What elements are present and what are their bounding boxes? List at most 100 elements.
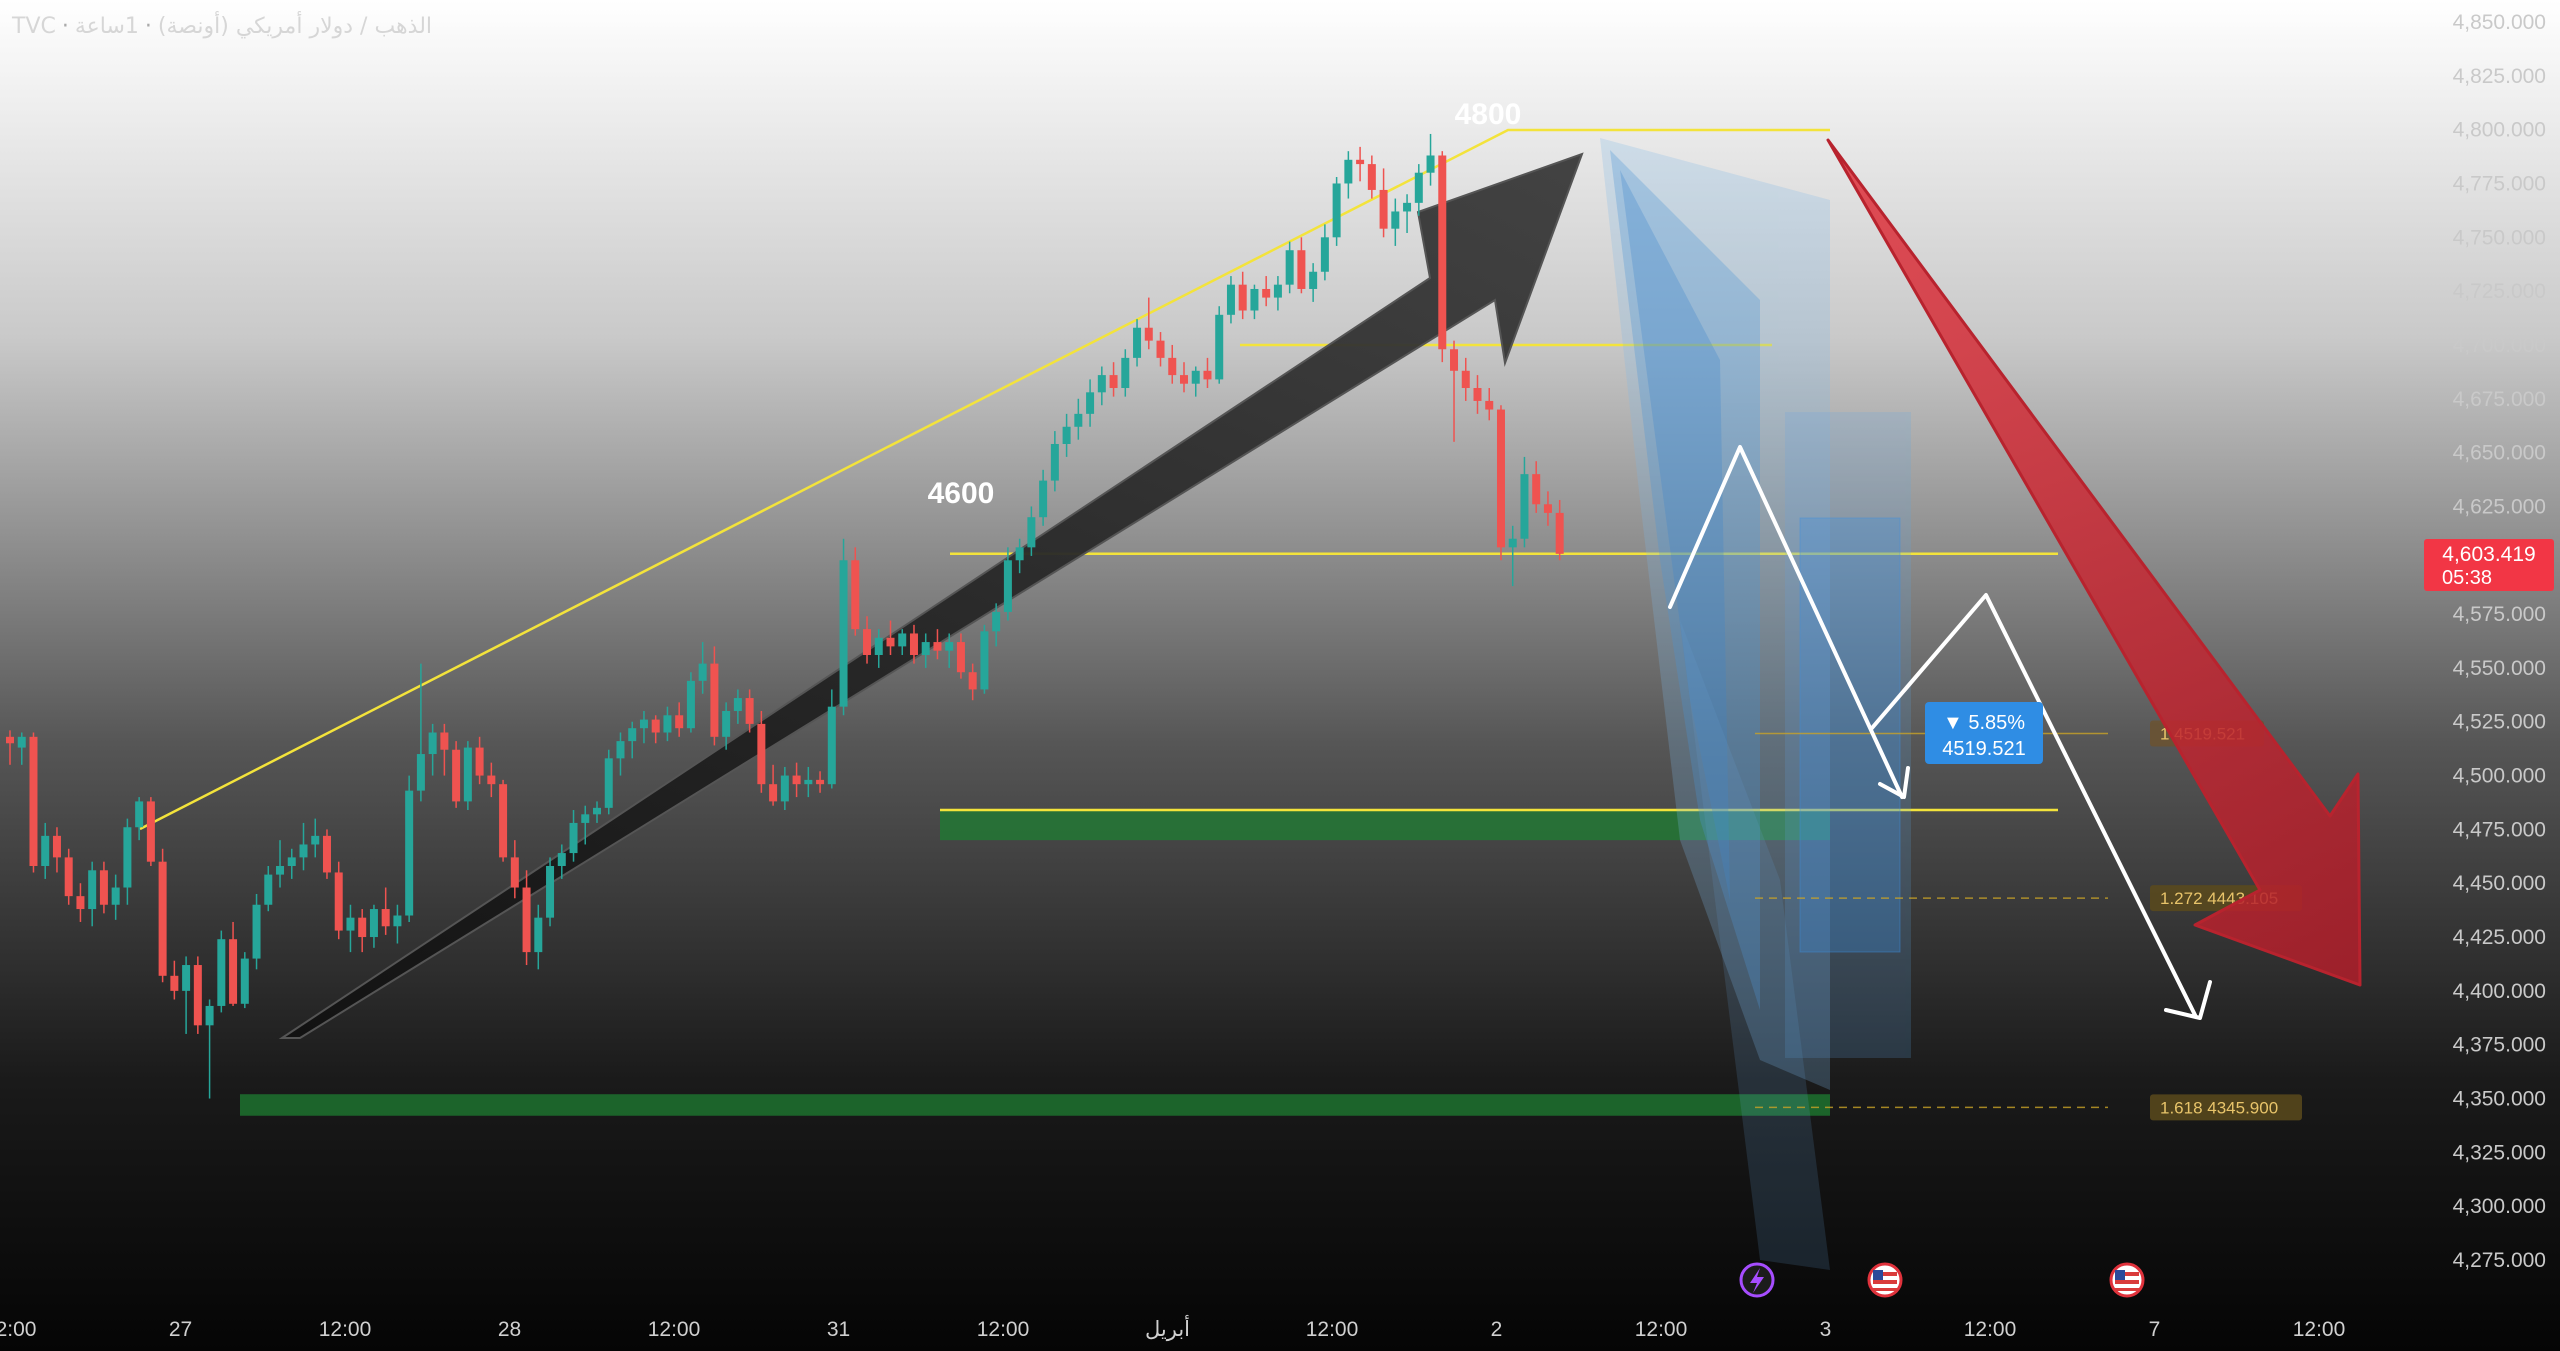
candle — [440, 723, 449, 776]
y-tick-label: 4,775.000 — [2453, 172, 2546, 195]
candle — [698, 642, 707, 694]
y-tick-label: 4,475.000 — [2453, 818, 2546, 841]
candle — [909, 624, 918, 664]
time-axis[interactable]: 2:00 27 12:00 28 12:00 31 12:00 أبريل 12:00 2 12:0… — [0, 1314, 2345, 1342]
candle — [393, 904, 402, 944]
y-tick-label: 4,275.000 — [2453, 1249, 2546, 1272]
candle — [1203, 357, 1212, 389]
candle — [1473, 375, 1482, 414]
candle — [52, 827, 61, 873]
candle — [182, 956, 191, 1034]
candle — [1332, 177, 1341, 246]
candle — [240, 952, 249, 1009]
candle — [1156, 332, 1165, 367]
candle — [1109, 362, 1118, 397]
candle — [804, 766, 813, 798]
candle — [1414, 164, 1423, 216]
candle — [780, 766, 789, 811]
candle — [898, 629, 907, 655]
candle — [992, 603, 1001, 647]
y-tick-label: 4,650.000 — [2453, 442, 2546, 465]
measure-tooltip[interactable]: ▼ 5.85% 4519.521 — [1925, 702, 2043, 764]
us-flag-icon[interactable] — [2109, 1262, 2145, 1298]
candle — [816, 771, 825, 793]
y-tick-label: 4,750.000 — [2453, 226, 2546, 249]
candle — [311, 818, 320, 858]
us-flag-icon[interactable] — [1867, 1262, 1903, 1298]
candle — [769, 764, 778, 806]
candle — [1285, 241, 1294, 294]
candle — [593, 801, 601, 823]
candle — [1391, 198, 1400, 246]
candle — [628, 721, 637, 759]
candles — [6, 133, 1564, 1099]
candle — [522, 870, 531, 966]
candle — [1532, 461, 1541, 513]
support-zone[interactable] — [940, 810, 1830, 841]
lightning-icon[interactable] — [1739, 1262, 1775, 1298]
candle — [863, 616, 872, 664]
candle — [557, 844, 566, 879]
candle — [135, 797, 144, 841]
candle — [1238, 271, 1247, 320]
support-zone[interactable] — [240, 1094, 1830, 1116]
candle — [346, 904, 355, 953]
upper-trendline[interactable] — [139, 128, 1830, 831]
uptrend-arrow-drawing[interactable] — [278, 152, 1584, 1039]
zigzag-projection[interactable] — [1668, 445, 2212, 1020]
candle — [428, 723, 437, 776]
candle — [569, 810, 578, 862]
candle — [158, 848, 167, 983]
fib-label-text: 1.618 4345.900 — [2160, 1098, 2278, 1117]
downtrend-arrow-drawing[interactable] — [1826, 138, 2362, 987]
candle — [276, 840, 285, 888]
x-tick-label: أبريل — [1145, 1314, 1190, 1342]
candle — [487, 762, 496, 798]
candle — [827, 689, 836, 789]
candle — [851, 547, 860, 636]
candle — [358, 909, 367, 953]
candle — [264, 865, 273, 912]
candle — [1015, 538, 1024, 574]
candle — [111, 874, 120, 920]
candle — [322, 829, 331, 879]
y-tick-label: 4,575.000 — [2453, 603, 2546, 626]
candle — [757, 710, 766, 793]
candle — [1508, 525, 1517, 587]
candle — [205, 999, 214, 1099]
exchange-label: TVC — [12, 14, 56, 39]
candle — [639, 710, 648, 744]
y-tick-label: 4,350.000 — [2453, 1088, 2546, 1111]
price-axis[interactable]: 4,850.000 4,825.000 4,800.000 4,775.000 4,75… — [2453, 11, 2546, 1272]
candle — [956, 633, 965, 679]
y-tick-label: 4,325.000 — [2453, 1141, 2546, 1164]
candle — [792, 762, 801, 798]
y-tick-label: 4,425.000 — [2453, 926, 2546, 949]
candle — [733, 689, 742, 724]
candle — [933, 629, 942, 660]
candle — [170, 960, 179, 1000]
candle — [874, 629, 883, 668]
y-tick-label: 4,500.000 — [2453, 765, 2546, 788]
candle — [1320, 224, 1329, 281]
candle — [217, 930, 226, 1013]
candle — [1226, 276, 1235, 324]
candle — [1168, 344, 1177, 384]
candle — [381, 887, 390, 935]
x-tick-label: 12:00 — [2293, 1318, 2346, 1341]
candle — [99, 861, 108, 914]
candle — [1496, 405, 1505, 561]
candle — [1485, 388, 1494, 421]
symbol-header[interactable]: TVC · الذهب / دولار أمريكي (أونصة)·1ساعة — [12, 14, 432, 39]
candle — [510, 840, 519, 899]
candle — [980, 624, 989, 694]
candle — [1121, 349, 1130, 397]
candle — [405, 775, 414, 922]
candle — [41, 822, 50, 879]
candle — [416, 663, 425, 802]
y-tick-label: 4,300.000 — [2453, 1195, 2546, 1218]
candle — [1344, 151, 1353, 199]
